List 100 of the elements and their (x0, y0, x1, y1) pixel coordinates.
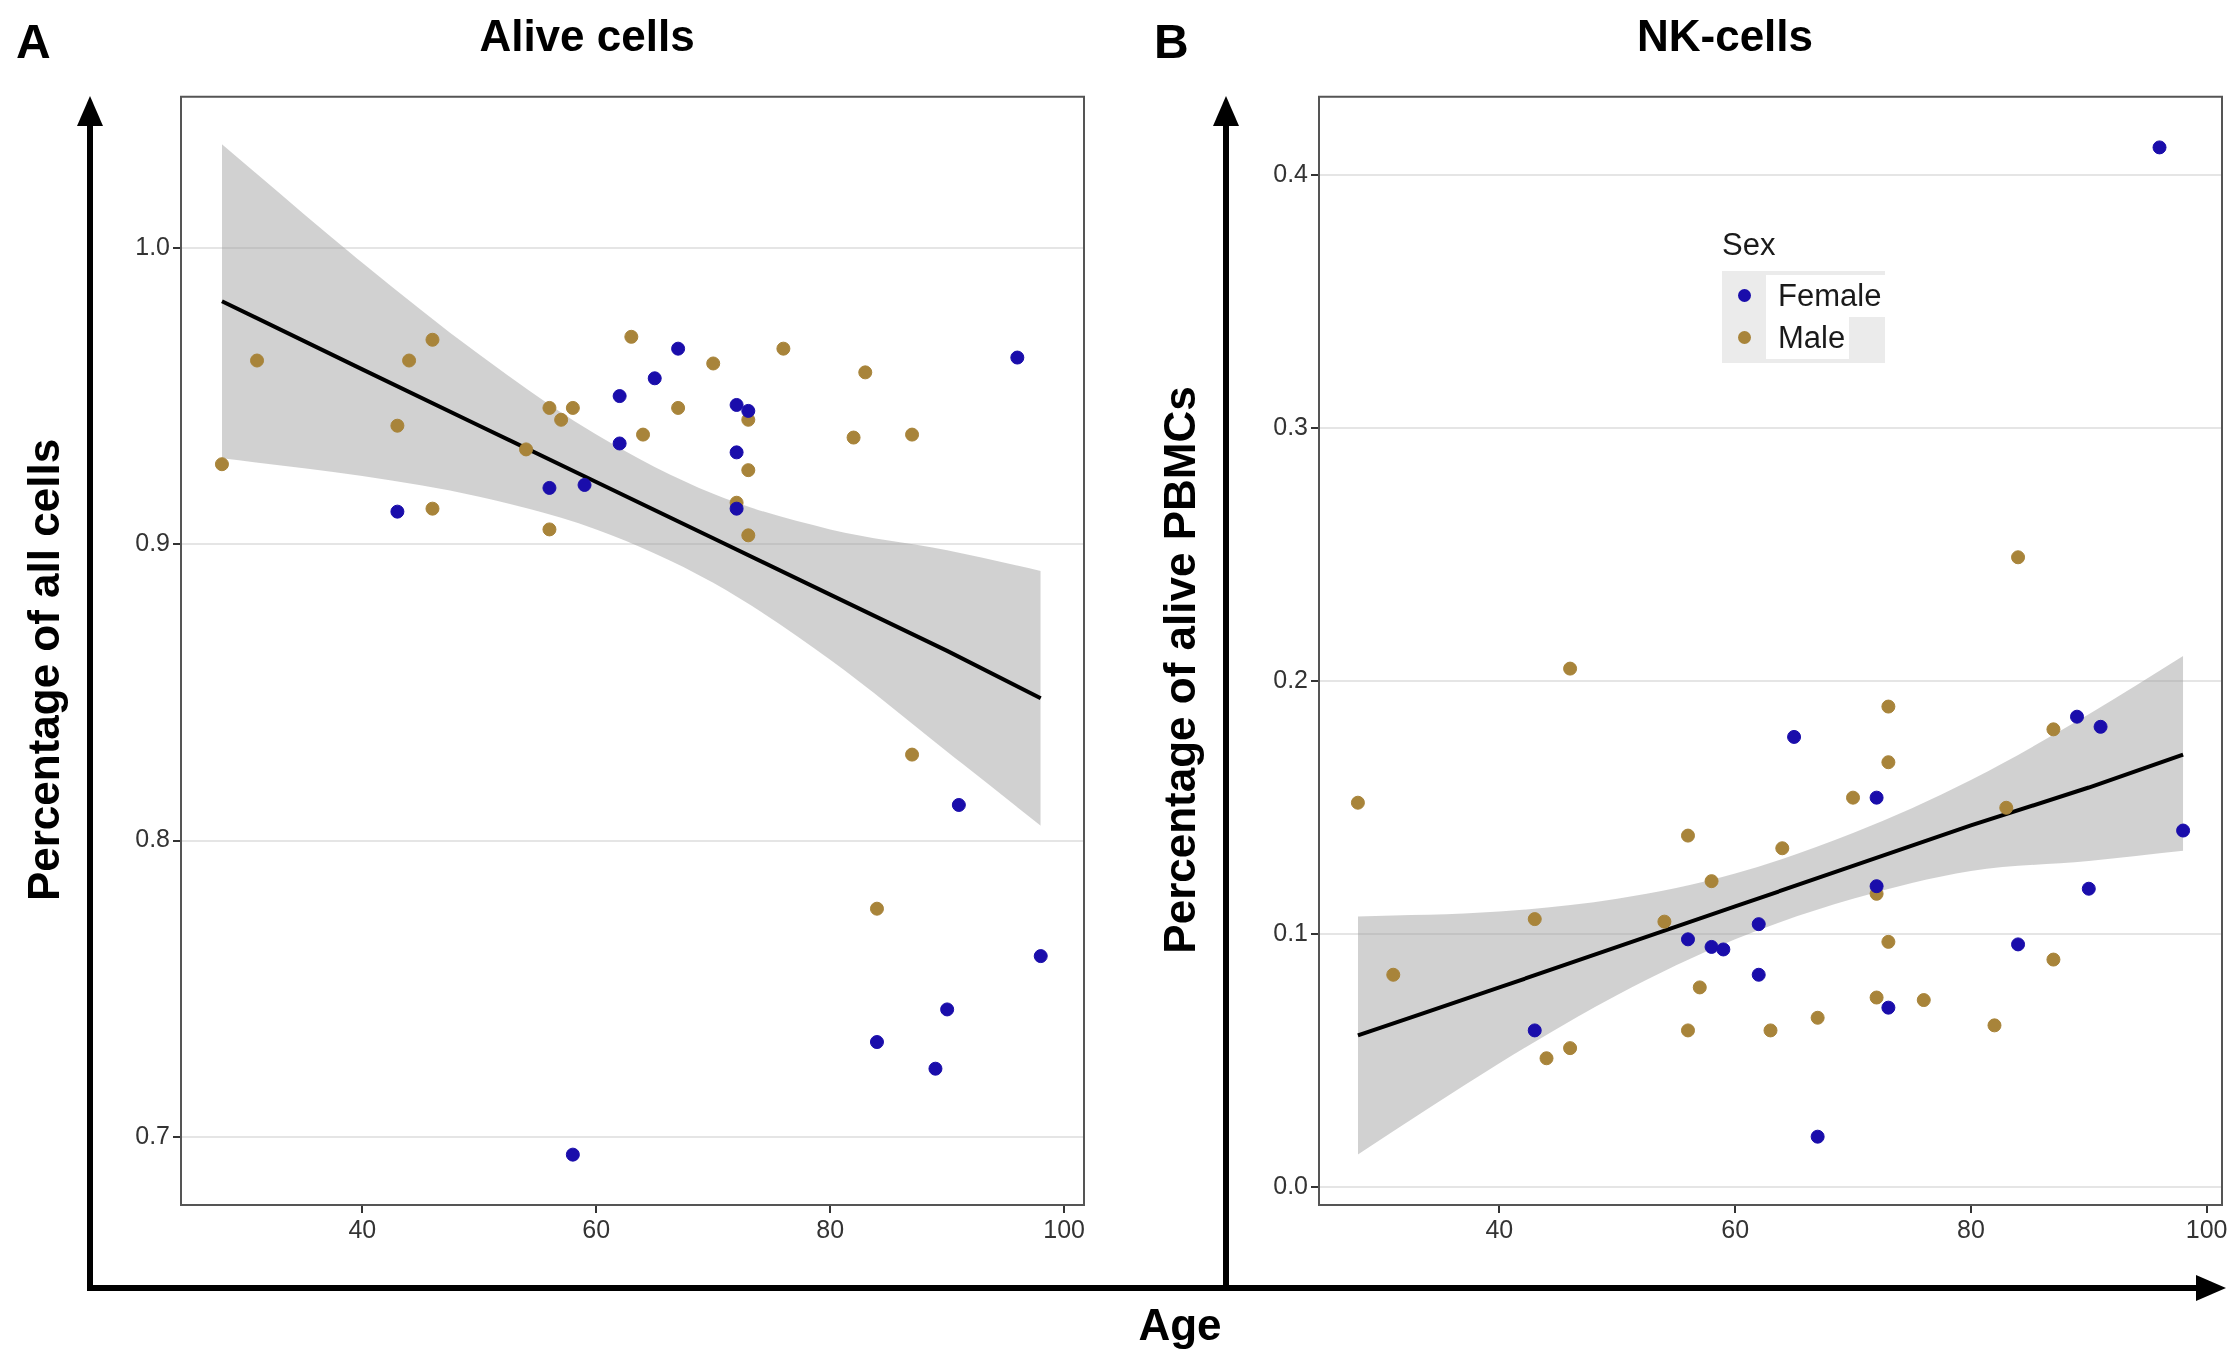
point (905, 427, 920, 442)
point (2011, 937, 2026, 952)
point (1846, 790, 1861, 805)
point (1539, 1051, 1554, 1066)
point (1010, 350, 1025, 365)
x-tick-label: 60 (582, 1214, 611, 1243)
x-tick-label: 100 (1043, 1214, 1085, 1243)
y-tick-label: 0.1 (1273, 918, 1308, 947)
point (846, 430, 861, 445)
point (776, 341, 791, 356)
point (636, 427, 651, 442)
point (858, 365, 873, 380)
point (729, 445, 744, 460)
point (1563, 1041, 1578, 1056)
point (250, 353, 265, 368)
point (612, 389, 627, 404)
point (565, 1147, 580, 1162)
point (1787, 729, 1802, 744)
point (1657, 914, 1672, 929)
point (2176, 823, 2191, 838)
point (1350, 795, 1365, 810)
x-tick-label: 80 (816, 1214, 845, 1243)
x-tick-label: 80 (1957, 1214, 1985, 1243)
point (671, 400, 686, 415)
point (869, 901, 884, 916)
point (425, 332, 440, 347)
point (1999, 800, 2014, 815)
point (951, 797, 966, 812)
point (1881, 755, 1896, 770)
y-tick-label: 0.0 (1273, 1171, 1308, 1200)
point (2081, 881, 2096, 896)
y-tick-label: 0.4 (1273, 159, 1309, 188)
point (1775, 841, 1790, 856)
point (1704, 939, 1719, 954)
point (1751, 967, 1766, 982)
point (1527, 912, 1542, 927)
y-tick-label: 0.9 (135, 528, 170, 557)
point (2093, 719, 2108, 734)
legend-title: Sex (1722, 226, 1777, 263)
point (1881, 934, 1896, 949)
point (741, 463, 756, 478)
y-axis-title: Percentage of all cells (19, 438, 69, 902)
point (1881, 1000, 1896, 1015)
point (1881, 699, 1896, 714)
point (647, 371, 662, 386)
point (402, 353, 417, 368)
point (729, 397, 744, 412)
y-tick-label: 1.0 (135, 231, 170, 260)
point (1704, 874, 1719, 889)
point (1680, 932, 1695, 947)
point (390, 418, 405, 433)
point (928, 1061, 943, 1076)
chart-title: NK-cells (1636, 10, 1814, 60)
point (542, 400, 557, 415)
point (2152, 140, 2167, 155)
point (1527, 1023, 1542, 1038)
legend-label: Female (1766, 274, 1886, 317)
point (519, 442, 534, 457)
y-tick-label: 0.7 (135, 1120, 170, 1149)
point (1692, 980, 1707, 995)
point (2046, 952, 2061, 967)
x-axis-title: Age (1138, 1300, 1222, 1350)
point (2070, 709, 2084, 724)
point (565, 400, 580, 415)
chart-title: Alive cells (479, 10, 695, 60)
point (577, 477, 592, 492)
point (2046, 722, 2061, 737)
point (940, 1002, 955, 1017)
point (706, 356, 721, 371)
point (671, 341, 686, 356)
point (1987, 1018, 2002, 1033)
y-tick-label: 0.3 (1273, 412, 1308, 441)
point (741, 528, 756, 543)
point (554, 412, 569, 427)
point (425, 501, 440, 516)
point (542, 480, 557, 495)
point (1386, 967, 1401, 982)
point (214, 457, 229, 472)
point (1716, 942, 1731, 957)
point (390, 504, 405, 519)
point (1680, 1023, 1695, 1038)
point (1916, 993, 1931, 1008)
point (1763, 1023, 1778, 1038)
point (1869, 790, 1884, 805)
text: A (16, 14, 51, 69)
point (2011, 550, 2026, 565)
point (1751, 917, 1766, 932)
point (1869, 990, 1884, 1005)
point (1033, 949, 1048, 964)
point (1680, 828, 1695, 843)
point (905, 747, 920, 762)
point (1810, 1129, 1825, 1144)
point (1869, 879, 1884, 894)
point (741, 403, 756, 418)
point (542, 522, 557, 537)
x-tick-label: 40 (1485, 1214, 1514, 1243)
point (729, 501, 744, 516)
point (1810, 1010, 1825, 1025)
y-tick-label: 0.2 (1273, 665, 1308, 694)
x-tick-label: 100 (2185, 1214, 2228, 1243)
